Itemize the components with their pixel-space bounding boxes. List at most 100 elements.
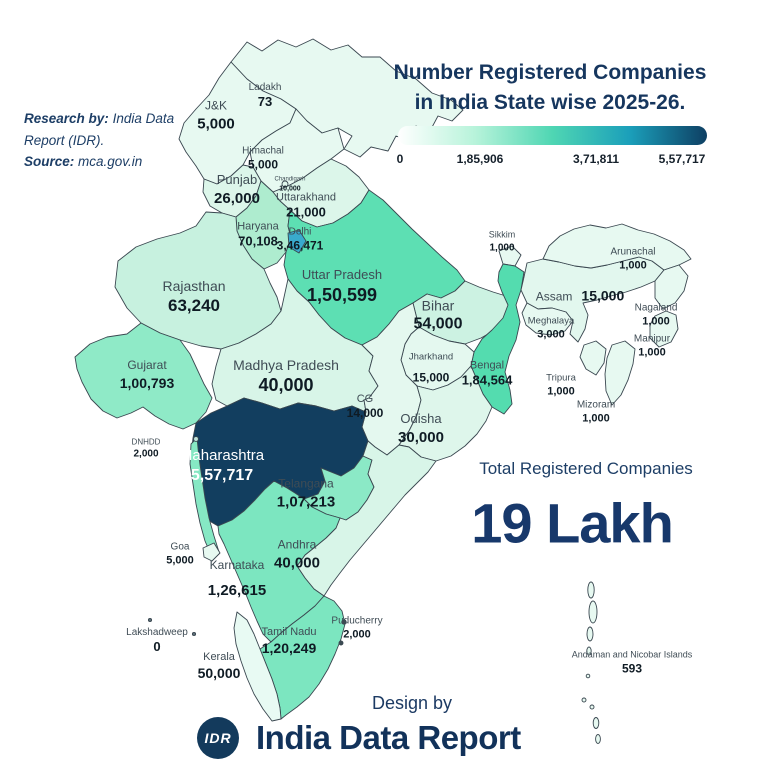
state-value: 0 bbox=[153, 639, 161, 655]
total-companies-label: Total Registered Companies bbox=[479, 459, 693, 478]
state-shape-meghalaya bbox=[521, 302, 574, 336]
territory-dot-puducherry bbox=[341, 619, 347, 625]
state-label-lakshadweep: Lakshadweep 0 bbox=[126, 626, 188, 656]
state-label-ladakh: Ladakh 73 bbox=[249, 81, 282, 111]
state-name: Kerala bbox=[203, 650, 235, 663]
state-label-punjab: Punjab 26,000 bbox=[214, 172, 260, 208]
state-value: 5,000 bbox=[247, 157, 279, 172]
state-name: Rajasthan bbox=[162, 277, 226, 294]
island-dot-lakshadweep-2 bbox=[191, 631, 197, 637]
state-name: Delhi bbox=[288, 226, 312, 238]
state-label-uttarakhand: Uttarakhand 21,000 bbox=[276, 190, 336, 221]
state-name: Karnataka bbox=[209, 557, 265, 572]
state-value: 1,000 bbox=[619, 259, 647, 272]
state-label-mizoram: Mizoram 1,000 bbox=[577, 398, 615, 425]
state-label-goa: Goa 5,000 bbox=[166, 540, 194, 567]
state-label-cg: CG 14,000 bbox=[347, 392, 384, 422]
source-label: Source: bbox=[24, 154, 75, 170]
state-name: Tripura bbox=[546, 372, 576, 384]
state-shape-delhi bbox=[287, 229, 307, 254]
legend-gradient-bar bbox=[398, 126, 707, 145]
research-by-label: Research by: bbox=[24, 111, 109, 126]
state-name: Andhra bbox=[277, 537, 317, 552]
state-name: Chandigarh bbox=[274, 176, 306, 183]
state-name: Himachal bbox=[242, 145, 284, 157]
state-name: Assam bbox=[535, 289, 573, 304]
source-value: mca.gov.in bbox=[78, 154, 143, 170]
state-shape-kerala bbox=[233, 611, 282, 722]
state-value: 40,000 bbox=[274, 554, 320, 572]
state-label-rajasthan: Rajasthan 63,240 bbox=[162, 277, 225, 317]
state-label-jk: J&K 5,000 bbox=[197, 98, 235, 133]
state-value: 1,50,599 bbox=[306, 284, 378, 305]
state-value: 3,000 bbox=[537, 329, 565, 342]
state-name: Andaman and Nicobar Islands bbox=[571, 649, 693, 660]
legend-tick-0: 0 bbox=[396, 152, 404, 166]
state-label-bengal: Bengal 1,84,564 bbox=[462, 358, 513, 389]
state-value: 2,000 bbox=[343, 628, 371, 641]
legend-tick-2: 3,71,811 bbox=[572, 152, 620, 166]
state-shape-mizoram bbox=[604, 340, 636, 406]
idr-logo: IDR bbox=[197, 717, 239, 759]
state-label-delhi: Delhi 3,46,471 bbox=[277, 226, 324, 255]
state-value: 1,20,249 bbox=[261, 640, 317, 657]
state-value: 54,000 bbox=[413, 315, 463, 333]
total-companies-value: 19 Lakh bbox=[471, 491, 674, 555]
state-value: 5,000 bbox=[166, 554, 194, 567]
state-label-andhra: Andhra 40,000 bbox=[274, 537, 320, 572]
state-label-chandigarh: Chandigarh 10,000 bbox=[274, 177, 305, 194]
state-label-andaman: Andaman and Nicobar Islands 593 bbox=[572, 649, 693, 676]
state-value: 2,000 bbox=[133, 448, 159, 460]
state-value: 15,000 bbox=[412, 370, 450, 385]
state-label-sikkim: Sikkim 1,000 bbox=[489, 230, 516, 255]
state-label-uttar-pradesh: Uttar Pradesh 1,50,599 bbox=[302, 267, 382, 307]
state-label-puducherry: Puducherry 2,000 bbox=[331, 614, 382, 641]
credits-block: Research by: India Data Report (IDR). So… bbox=[24, 108, 206, 173]
state-value: 1,07,213 bbox=[276, 493, 336, 511]
state-value: 1,000 bbox=[582, 412, 610, 425]
state-value: 50,000 bbox=[197, 665, 241, 682]
island-dot-lakshadweep-1 bbox=[147, 617, 153, 623]
state-shape-tripura bbox=[579, 340, 607, 376]
state-label-tamil-nadu: Tamil Nadu 1,20,249 bbox=[261, 625, 316, 657]
state-label-karnataka: Karnataka 1,26,615 bbox=[208, 558, 266, 600]
state-value: 63,240 bbox=[167, 296, 220, 316]
state-value: 73 bbox=[257, 94, 273, 110]
state-name: DNHDD bbox=[131, 437, 161, 447]
state-label-arunachal: Arunachal 1,000 bbox=[610, 245, 655, 272]
state-shape-arunachal bbox=[542, 223, 692, 271]
territory-dot-dnhdd bbox=[193, 436, 199, 442]
state-name: Sikkim bbox=[488, 229, 516, 240]
state-label-assam: Assam 15,000 bbox=[536, 287, 625, 306]
legend-tick-1: 1,85,906 bbox=[456, 152, 504, 166]
state-label-bihar: Bihar 54,000 bbox=[414, 297, 463, 336]
state-name: Madhya Pradesh bbox=[233, 357, 339, 374]
state-label-himachal: Himachal 5,000 bbox=[242, 145, 284, 174]
state-value: 10,000 bbox=[279, 185, 301, 193]
state-label-madhya-pradesh: Madhya Pradesh 40,000 bbox=[233, 356, 339, 398]
state-value: 1,000 bbox=[642, 315, 670, 328]
state-label-jharkhand: Jharkhand 15,000 bbox=[409, 352, 453, 387]
state-shape-manipur bbox=[649, 310, 679, 348]
state-name: Jharkhand bbox=[408, 351, 454, 363]
research-by-value: India Data Report (IDR). bbox=[24, 111, 175, 148]
state-name: Uttarakhand bbox=[276, 191, 336, 204]
state-label-manipur: Manipur 1,000 bbox=[634, 332, 670, 359]
state-label-tripura: Tripura 1,000 bbox=[546, 373, 576, 400]
state-name: Ladakh bbox=[248, 82, 282, 94]
state-name: Nagaland bbox=[634, 302, 678, 314]
state-name: Tamil Nadu bbox=[261, 625, 317, 638]
design-by-text: Design by bbox=[371, 693, 453, 713]
state-name: Manipur bbox=[633, 333, 671, 345]
state-name: Odisha bbox=[400, 410, 442, 426]
state-value: 1,26,615 bbox=[207, 581, 267, 599]
state-value: 40,000 bbox=[258, 375, 314, 396]
state-value: 26,000 bbox=[214, 189, 260, 207]
state-value: 70,108 bbox=[238, 233, 278, 249]
state-name: Telangana bbox=[278, 476, 334, 491]
state-shape-goa bbox=[202, 542, 221, 562]
page-title: Number Registered Companies in India Sta… bbox=[394, 58, 707, 119]
state-label-haryana: Haryana 70,108 bbox=[237, 219, 279, 250]
